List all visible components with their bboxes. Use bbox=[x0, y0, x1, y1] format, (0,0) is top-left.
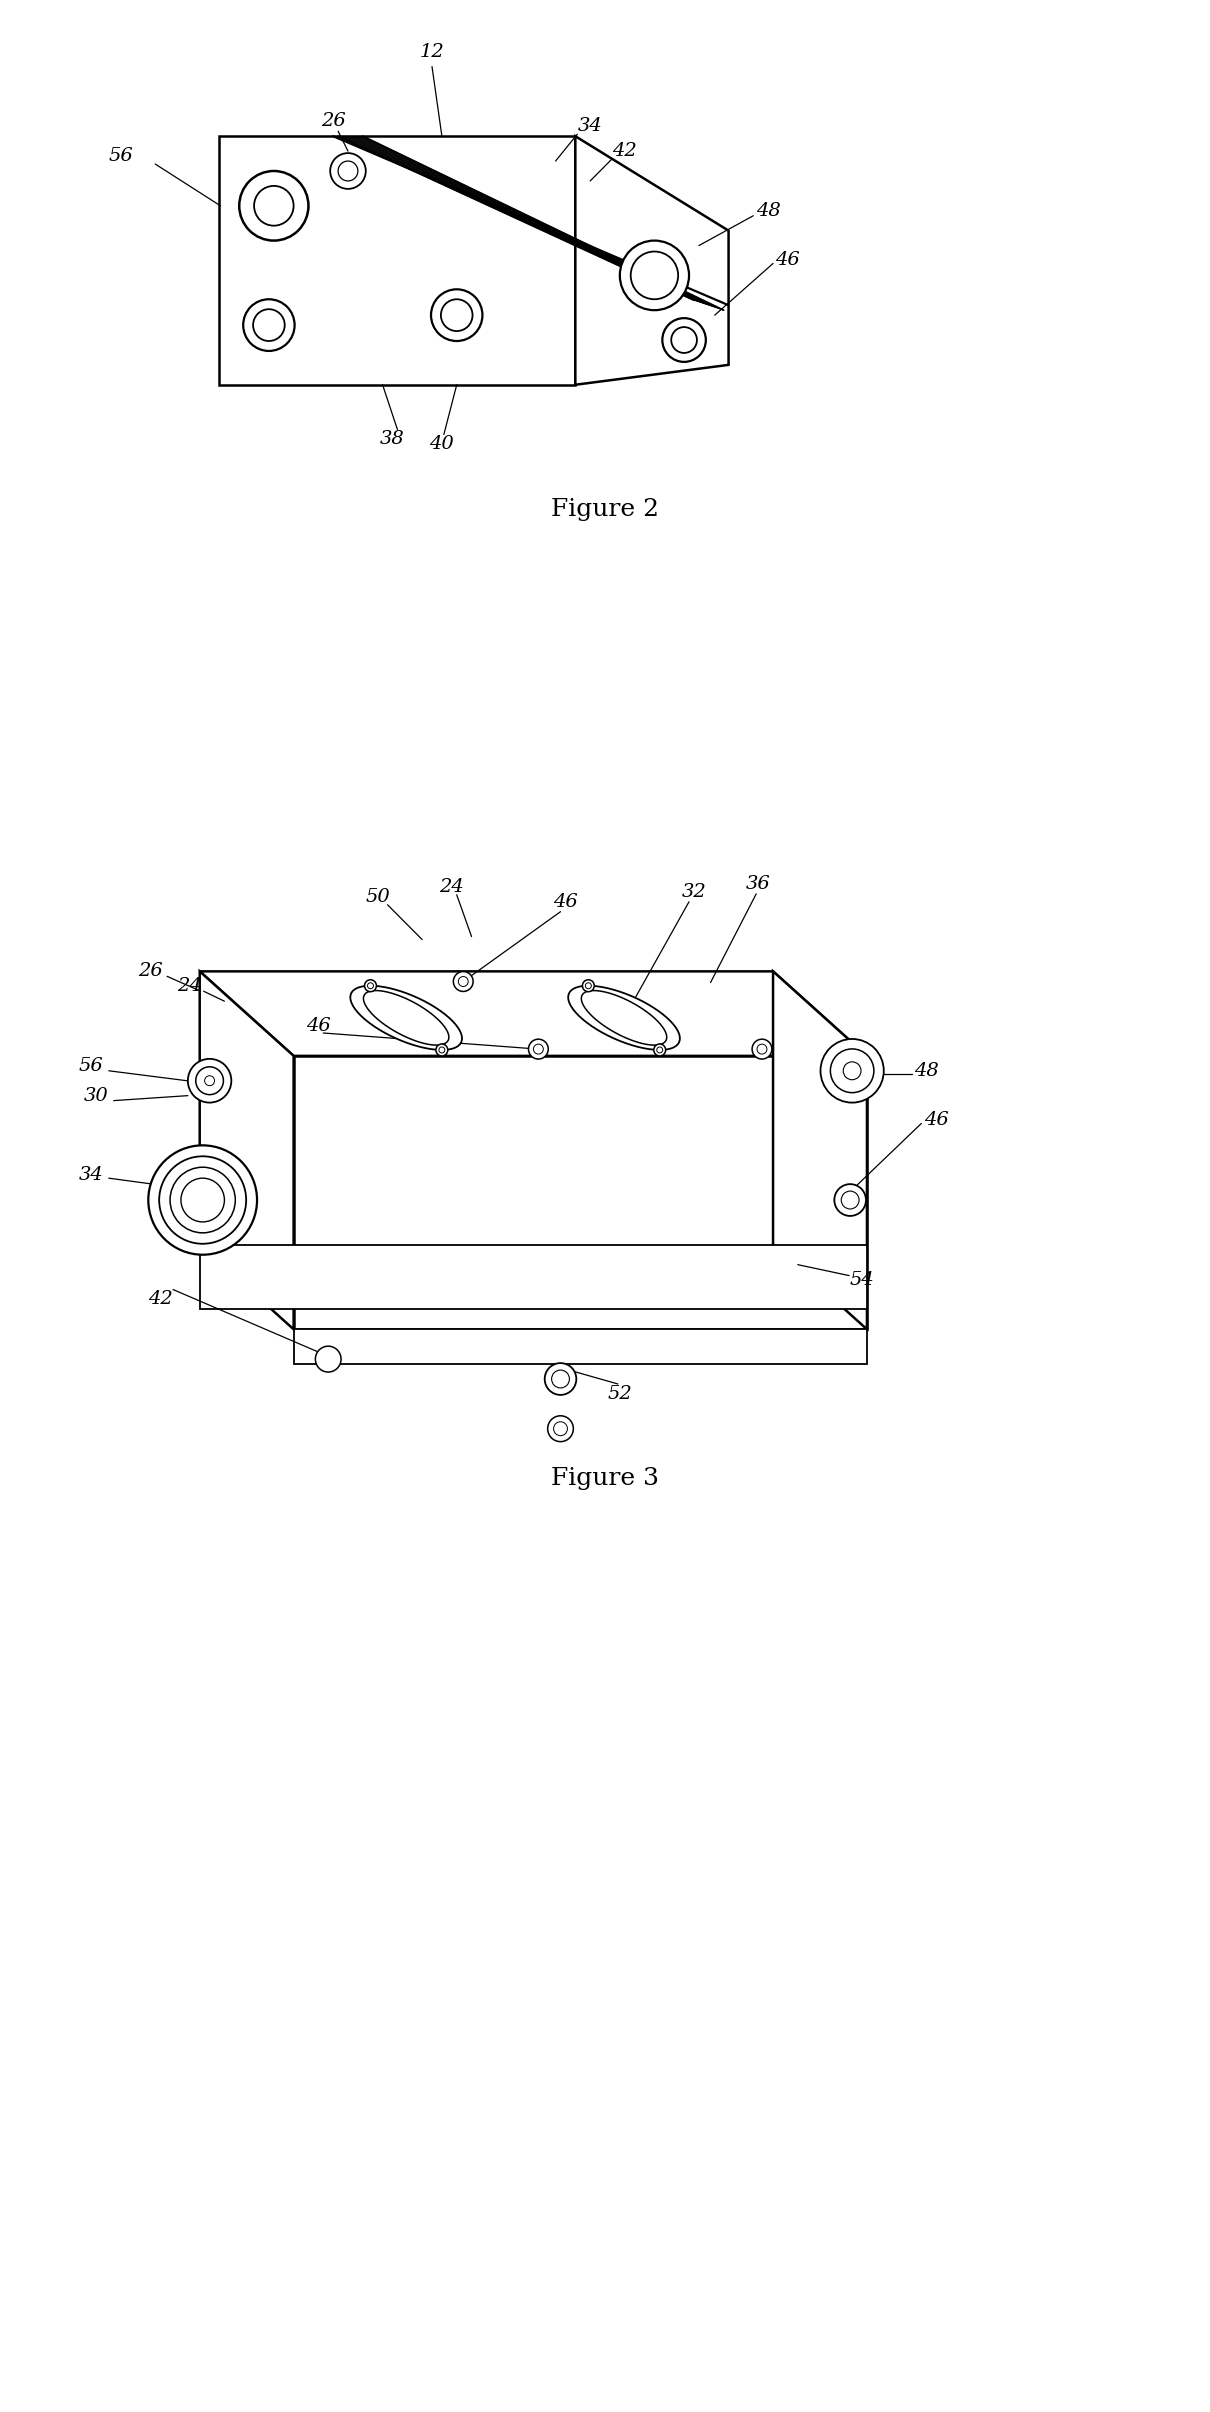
Polygon shape bbox=[200, 972, 866, 1056]
Text: 46: 46 bbox=[306, 1018, 330, 1035]
Circle shape bbox=[240, 171, 309, 241]
Circle shape bbox=[841, 1192, 859, 1208]
Polygon shape bbox=[200, 972, 294, 1329]
Text: 46: 46 bbox=[923, 1112, 949, 1129]
Circle shape bbox=[338, 162, 358, 181]
Text: 48: 48 bbox=[914, 1061, 939, 1081]
Circle shape bbox=[620, 241, 688, 311]
Text: 46: 46 bbox=[553, 892, 578, 912]
Circle shape bbox=[364, 979, 376, 991]
Circle shape bbox=[672, 328, 697, 352]
Text: 38: 38 bbox=[380, 429, 405, 449]
Text: Figure 2: Figure 2 bbox=[551, 497, 659, 521]
Text: 40: 40 bbox=[430, 437, 454, 453]
Circle shape bbox=[204, 1076, 214, 1085]
Polygon shape bbox=[219, 135, 575, 386]
Circle shape bbox=[330, 152, 365, 188]
Text: 26: 26 bbox=[321, 113, 346, 130]
Circle shape bbox=[196, 1066, 224, 1095]
Circle shape bbox=[149, 1146, 257, 1254]
Text: 26: 26 bbox=[138, 962, 162, 979]
Circle shape bbox=[188, 1059, 231, 1102]
Circle shape bbox=[316, 1346, 341, 1372]
Text: 36: 36 bbox=[745, 876, 771, 892]
Circle shape bbox=[439, 1047, 445, 1054]
Text: Figure 3: Figure 3 bbox=[551, 1466, 659, 1491]
Circle shape bbox=[830, 1049, 874, 1093]
Circle shape bbox=[657, 1047, 663, 1054]
Text: 56: 56 bbox=[108, 147, 133, 164]
Polygon shape bbox=[569, 987, 680, 1049]
Circle shape bbox=[534, 1044, 543, 1054]
Polygon shape bbox=[363, 991, 449, 1044]
Polygon shape bbox=[294, 1056, 866, 1329]
Polygon shape bbox=[773, 972, 866, 1329]
Text: 12: 12 bbox=[420, 43, 444, 60]
Text: 54: 54 bbox=[849, 1271, 875, 1288]
Polygon shape bbox=[581, 991, 667, 1044]
Circle shape bbox=[630, 251, 678, 299]
Circle shape bbox=[436, 1044, 448, 1056]
Circle shape bbox=[548, 1416, 574, 1442]
Text: 34: 34 bbox=[79, 1165, 103, 1184]
Circle shape bbox=[459, 977, 468, 987]
Circle shape bbox=[431, 289, 483, 340]
Text: 48: 48 bbox=[756, 203, 780, 219]
Circle shape bbox=[253, 309, 284, 340]
Circle shape bbox=[843, 1061, 862, 1081]
Text: 56: 56 bbox=[79, 1056, 103, 1076]
Text: 42: 42 bbox=[612, 142, 638, 159]
Circle shape bbox=[529, 1040, 548, 1059]
Text: 32: 32 bbox=[681, 883, 707, 900]
Circle shape bbox=[454, 972, 473, 991]
Circle shape bbox=[440, 299, 473, 330]
Text: 50: 50 bbox=[365, 888, 390, 907]
Text: 34: 34 bbox=[578, 118, 603, 135]
Text: 42: 42 bbox=[148, 1290, 173, 1307]
Polygon shape bbox=[294, 1329, 866, 1365]
Circle shape bbox=[243, 299, 294, 352]
Circle shape bbox=[254, 186, 294, 227]
Text: 46: 46 bbox=[776, 251, 800, 270]
Circle shape bbox=[662, 318, 705, 362]
Circle shape bbox=[820, 1040, 883, 1102]
Circle shape bbox=[368, 982, 374, 989]
Polygon shape bbox=[350, 987, 462, 1049]
Circle shape bbox=[582, 979, 594, 991]
Circle shape bbox=[586, 982, 592, 989]
Circle shape bbox=[835, 1184, 866, 1216]
Circle shape bbox=[753, 1040, 772, 1059]
Circle shape bbox=[552, 1370, 570, 1387]
Circle shape bbox=[544, 1363, 576, 1394]
Polygon shape bbox=[200, 1245, 866, 1310]
Text: 24: 24 bbox=[178, 977, 202, 996]
Circle shape bbox=[554, 1421, 567, 1435]
Text: 30: 30 bbox=[83, 1088, 108, 1105]
Circle shape bbox=[653, 1044, 666, 1056]
Text: 52: 52 bbox=[607, 1384, 632, 1404]
Polygon shape bbox=[575, 135, 728, 386]
Circle shape bbox=[757, 1044, 767, 1054]
Text: 24: 24 bbox=[439, 878, 465, 895]
